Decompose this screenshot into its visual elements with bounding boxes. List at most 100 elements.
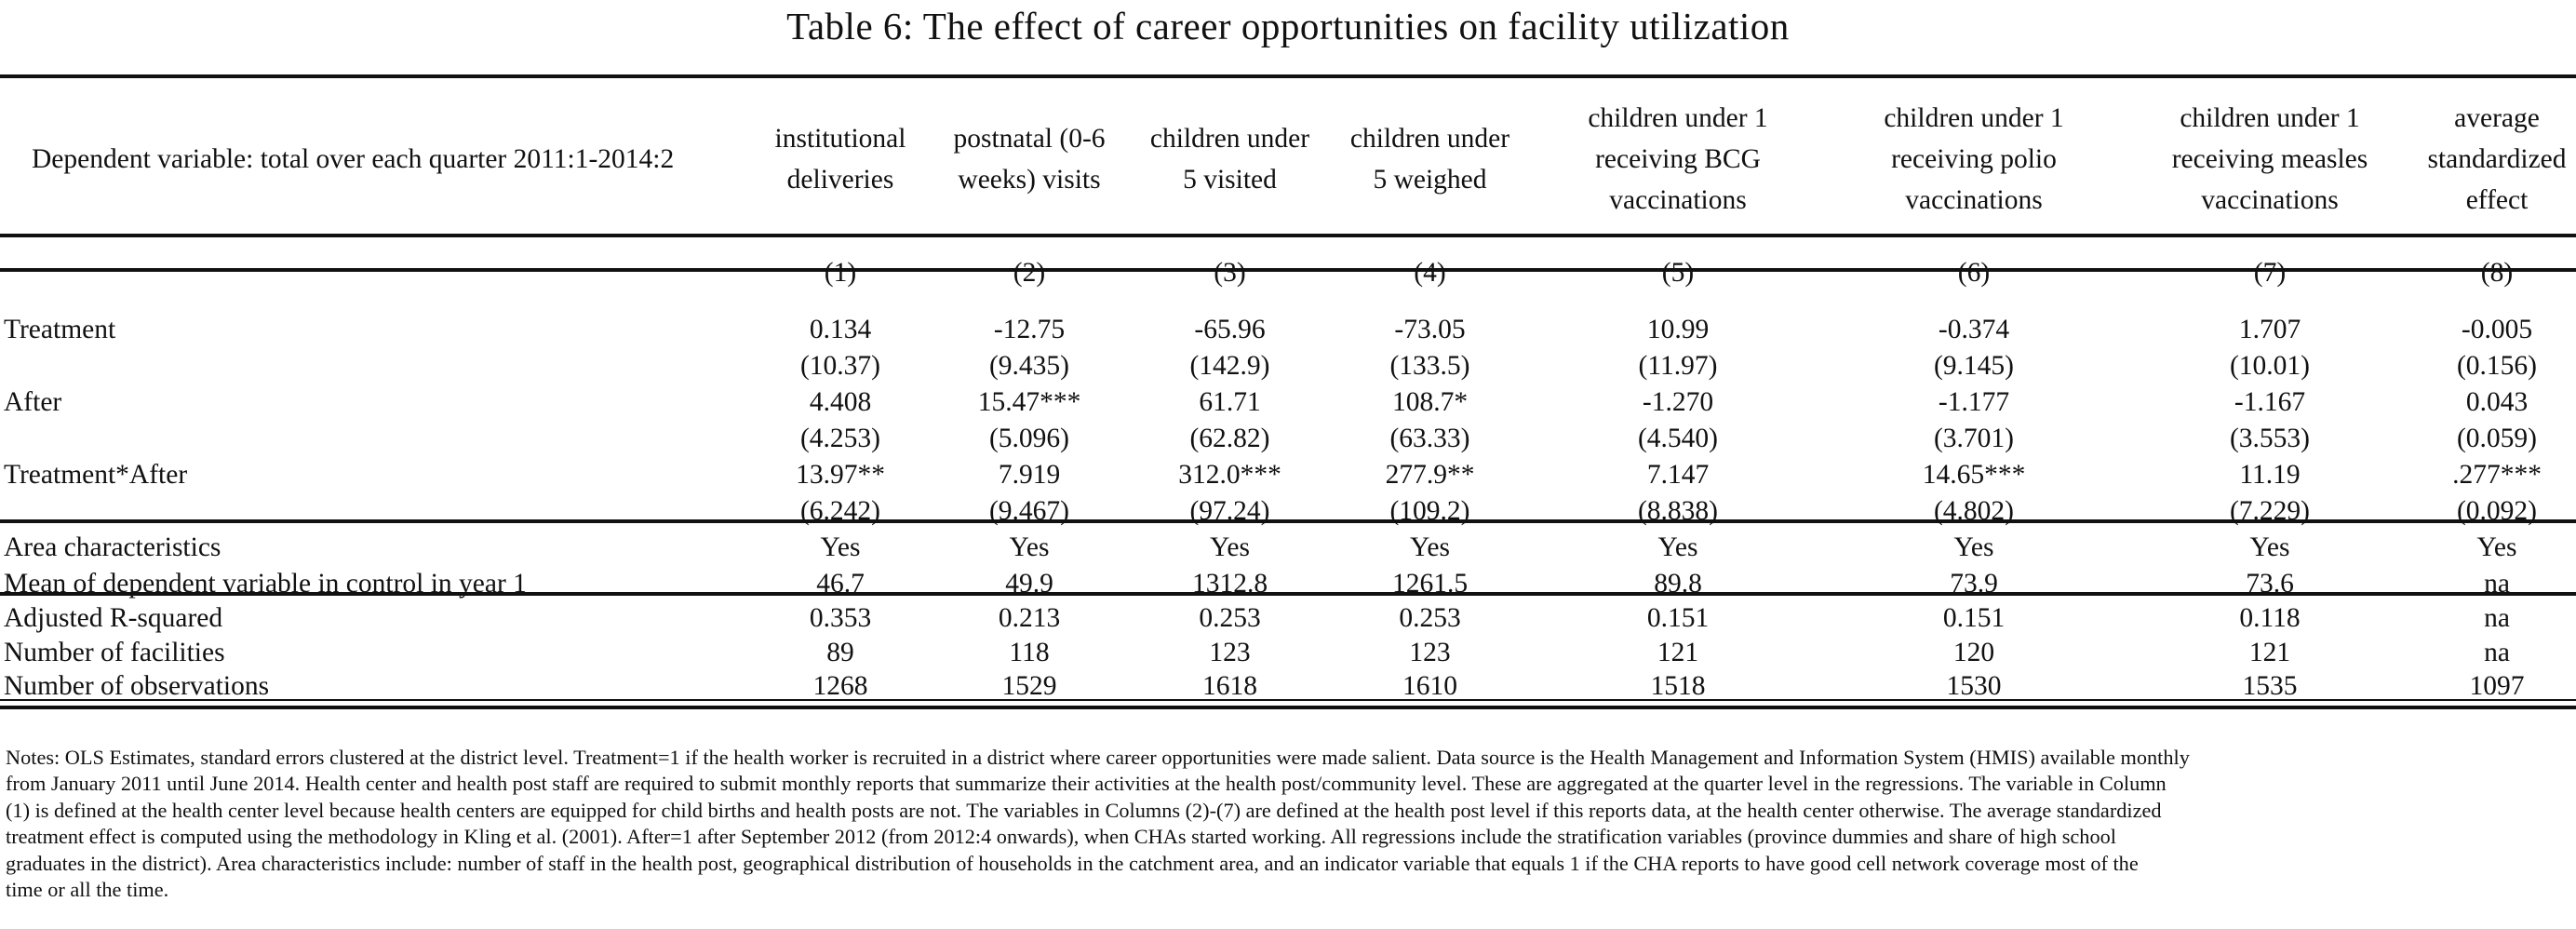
cell-col-3: 1312.8	[1191, 568, 1268, 599]
cell-col-1: 1268	[812, 671, 868, 701]
cell-col-2: Yes	[1009, 532, 1050, 562]
row-treatment-after-se: (6.242) (9.467) (97.24) (109.2) (8.838) (4.80…	[0, 493, 2576, 530]
row-label: After	[4, 387, 62, 417]
cell-col-3: (62.82)	[1189, 424, 1270, 453]
cell-col-2: (5.096)	[988, 424, 1070, 453]
cell-col-7: Yes	[2249, 532, 2290, 562]
column-number: (4)	[1414, 257, 1446, 288]
cell-col-7: 1535	[2242, 671, 2298, 701]
row-label: Number of observations	[4, 671, 270, 701]
cell-col-6: Yes	[1953, 532, 1994, 562]
column-header-3: children under 5 visited	[1149, 124, 1310, 195]
cell-col-1: (6.242)	[799, 496, 881, 526]
column-header-5: children under 1 receiving BCG vaccination…	[1588, 103, 1768, 215]
column-number: (8)	[2480, 257, 2514, 288]
cell-col-5: (4.540)	[1637, 424, 1719, 453]
cell-col-5: Yes	[1657, 532, 1698, 562]
cell-col-6: 120	[1952, 637, 1995, 667]
cell-col-2: -12.75	[993, 315, 1066, 344]
cell-col-1: 4.408	[809, 387, 872, 417]
row-number-of-facilities: Number of facilities 89 118 123 123 121 120 121…	[0, 636, 2576, 670]
row-label	[0, 421, 752, 457]
cell-col-2: (9.435)	[988, 351, 1070, 381]
cell-col-1: Yes	[820, 532, 861, 562]
column-number: (7)	[2253, 257, 2287, 288]
cell-col-8: (0.156)	[2456, 351, 2538, 381]
cell-col-3: (142.9)	[1189, 351, 1270, 381]
row-area-characteristics: Area characteristics Yes Yes Yes Yes Yes Yes Ye…	[0, 530, 2576, 566]
cell-col-7: 73.6	[2246, 568, 2294, 599]
table-body: Treatment 0.134 -12.75 -65.96 -73.05 10.99 -0.…	[0, 312, 2576, 704]
cell-col-6: 1530	[1946, 671, 2002, 701]
cell-col-2: 7.919	[998, 460, 1061, 490]
table-notes: Notes: OLS Estimates, standard errors cl…	[6, 745, 2556, 903]
cell-col-5: 1518	[1650, 671, 1706, 701]
cell-col-5: 0.151	[1646, 603, 1710, 633]
row-treatment-se: (10.37) (9.435) (142.9) (133.5) (11.97) (9.14…	[0, 348, 2576, 384]
cell-col-3: 0.253	[1199, 603, 1261, 633]
row-label: Adjusted R-squared	[4, 603, 223, 633]
cell-col-2: 118	[1009, 637, 1050, 667]
cell-col-5: -1.270	[1642, 387, 1714, 417]
bottom-rule-lower	[0, 706, 2576, 709]
cell-col-6: (4.802)	[1933, 496, 2015, 526]
column-header-7: children under 1 receiving measles vaccina…	[2171, 103, 2368, 215]
cell-col-7: 11.19	[2239, 460, 2301, 490]
dependent-variable-label: Dependent variable: total over each quar…	[32, 144, 675, 174]
cell-col-8: 1097	[2469, 671, 2525, 701]
row-label: Number of facilities	[4, 637, 225, 667]
row-number-of-observations: Number of observations 1268 1529 1618 1610 15…	[0, 669, 2576, 704]
cell-col-2: 49.9	[1005, 568, 1053, 599]
row-after: After 4.408 15.47*** 61.71 108.7* -1.270 -1.17…	[0, 384, 2576, 421]
row-after-se: (4.253) (5.096) (62.82) (63.33) (4.540) (3.70…	[0, 421, 2576, 457]
cell-col-8: na	[2484, 603, 2510, 633]
cell-col-7: (10.01)	[2229, 351, 2311, 381]
row-label	[0, 493, 752, 530]
column-number: (1)	[824, 257, 857, 288]
controls-rule	[0, 592, 2576, 596]
table-title: Table 6: The effect of career opportunit…	[786, 5, 1790, 47]
cell-col-5: (11.97)	[1638, 351, 1718, 381]
column-number: (2)	[1013, 257, 1046, 288]
column-header-6: children under 1 receiving polio vaccinati…	[1884, 103, 2064, 215]
cell-col-4: Yes	[1410, 532, 1450, 562]
cell-col-8: na	[2484, 637, 2510, 667]
cell-col-6: 14.65***	[1922, 460, 2026, 490]
cell-col-2: 15.47***	[977, 387, 1081, 417]
cell-col-3: 312.0***	[1178, 460, 1281, 490]
column-number: (3)	[1214, 257, 1246, 288]
row-label: Area characteristics	[4, 532, 221, 562]
bottom-rule-upper	[0, 699, 2576, 701]
cell-col-6: 0.151	[1942, 603, 2006, 633]
cell-col-5: 121	[1657, 637, 1699, 667]
cell-col-5: (8.838)	[1637, 496, 1719, 526]
cell-col-4: (109.2)	[1389, 496, 1470, 526]
cell-col-1: 0.353	[809, 603, 872, 633]
cell-col-2: (9.467)	[988, 496, 1070, 526]
cell-col-7: 0.118	[2239, 603, 2301, 633]
cell-col-6: (9.145)	[1933, 351, 2015, 381]
cell-col-1: (10.37)	[799, 351, 881, 381]
cell-col-8: .277***	[2452, 460, 2542, 490]
cell-col-1: 89	[826, 637, 854, 667]
notes-line: (1) is defined at the health center leve…	[6, 798, 2162, 822]
cell-col-4: 1261.5	[1391, 568, 1469, 599]
cell-col-7: (7.229)	[2229, 496, 2311, 526]
cell-col-5: 10.99	[1646, 315, 1710, 344]
notes-line: Notes: OLS Estimates, standard errors cl…	[6, 746, 2190, 769]
cell-col-2: 0.213	[998, 603, 1061, 633]
cell-col-4: 277.9**	[1385, 460, 1475, 490]
row-label	[0, 348, 752, 384]
cell-col-8: (0.092)	[2456, 496, 2538, 526]
cell-col-4: 0.253	[1399, 603, 1461, 633]
row-treatment: Treatment 0.134 -12.75 -65.96 -73.05 10.99 -0.…	[0, 312, 2576, 348]
row-control-mean: Mean of dependent variable in control in…	[0, 566, 2576, 602]
column-number: (5)	[1661, 257, 1695, 288]
cell-col-8: (0.059)	[2456, 424, 2538, 453]
cell-col-6: -1.177	[1938, 387, 2010, 417]
notes-line: graduates in the district). Area charact…	[6, 851, 2139, 875]
cell-col-7: 121	[2248, 637, 2291, 667]
cell-col-4: (63.33)	[1389, 424, 1470, 453]
coefficient-rule	[0, 519, 2576, 523]
cell-col-6: 73.9	[1950, 568, 1998, 599]
